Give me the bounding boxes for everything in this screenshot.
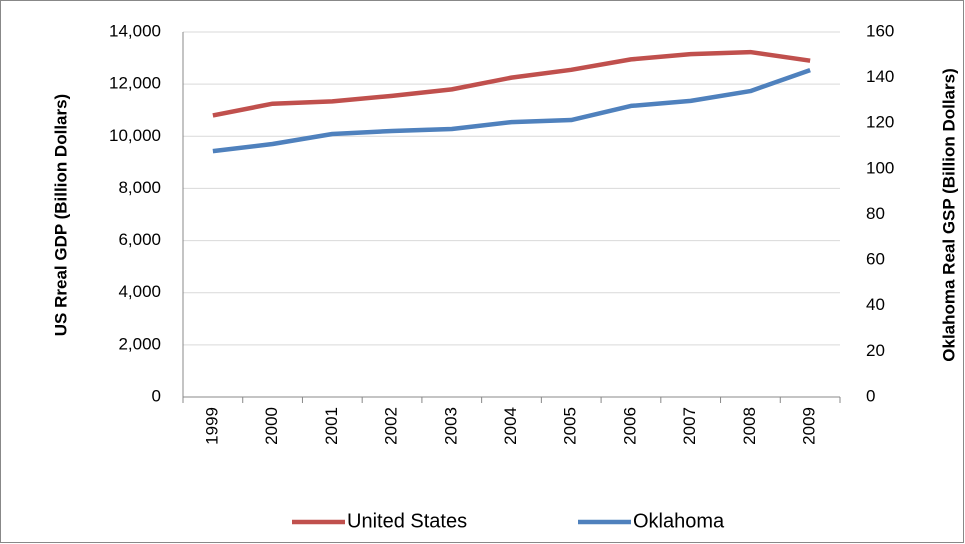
x-tick-label: 2001 bbox=[322, 407, 341, 445]
y2-tick-label: 60 bbox=[866, 250, 885, 269]
y-tick-label: 8,000 bbox=[118, 178, 161, 197]
x-tick-label: 2003 bbox=[441, 407, 460, 445]
y-tick-label: 14,000 bbox=[109, 21, 161, 40]
x-tick-label: 2002 bbox=[382, 407, 401, 445]
y2-tick-label: 160 bbox=[866, 21, 894, 40]
legend-label: United States bbox=[347, 510, 467, 532]
y-axis-title: US Rreal GDP (Billion Dollars) bbox=[51, 94, 70, 336]
series-line bbox=[212, 49, 811, 118]
y-tick-label: 6,000 bbox=[118, 230, 161, 249]
x-tick-label: 2008 bbox=[740, 407, 759, 445]
y-tick-label: 12,000 bbox=[109, 74, 161, 93]
y2-tick-label: 0 bbox=[866, 386, 875, 405]
y-tick-label: 2,000 bbox=[118, 334, 161, 353]
y2-tick-label: 80 bbox=[866, 204, 885, 223]
x-tick-label: 2004 bbox=[501, 407, 520, 445]
x-tick-label: 2007 bbox=[680, 407, 699, 445]
series-line bbox=[212, 67, 811, 154]
y-tick-label: 0 bbox=[152, 386, 161, 405]
x-tick-label: 2009 bbox=[800, 407, 819, 445]
y2-axis-title: Oklahoma Real GSP (Billion Dollars) bbox=[939, 68, 958, 361]
y2-tick-label: 140 bbox=[866, 67, 894, 86]
y2-tick-label: 20 bbox=[866, 341, 885, 360]
x-tick-label: 2005 bbox=[561, 407, 580, 445]
x-tick-label: 2006 bbox=[620, 407, 639, 445]
x-tick-label: 1999 bbox=[202, 407, 221, 445]
y2-tick-label: 40 bbox=[866, 295, 885, 314]
x-tick-label: 2000 bbox=[262, 407, 281, 445]
legend-label: Oklahoma bbox=[633, 510, 725, 532]
y2-tick-label: 100 bbox=[866, 158, 894, 177]
y-tick-label: 10,000 bbox=[109, 126, 161, 145]
y-tick-label: 4,000 bbox=[118, 282, 161, 301]
y2-tick-label: 120 bbox=[866, 113, 894, 132]
